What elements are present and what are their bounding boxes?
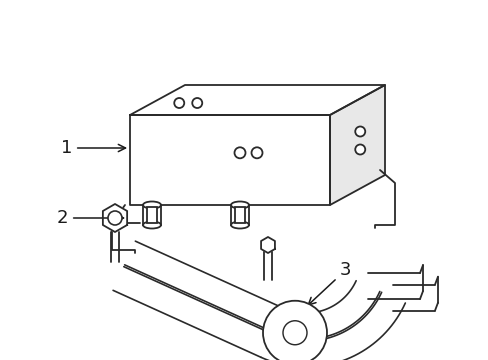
- Polygon shape: [130, 115, 329, 205]
- Circle shape: [283, 321, 306, 345]
- Bar: [142, 205, 161, 225]
- Circle shape: [192, 98, 202, 108]
- Circle shape: [234, 147, 245, 158]
- Text: 3: 3: [307, 261, 351, 305]
- Polygon shape: [102, 204, 127, 232]
- Text: 2: 2: [57, 209, 123, 227]
- Circle shape: [251, 147, 262, 158]
- Circle shape: [108, 211, 122, 225]
- Polygon shape: [329, 85, 384, 205]
- Ellipse shape: [230, 221, 248, 229]
- Bar: [147, 207, 157, 223]
- Bar: [230, 205, 248, 225]
- Circle shape: [263, 301, 326, 360]
- Polygon shape: [261, 237, 274, 253]
- Circle shape: [174, 98, 184, 108]
- Polygon shape: [130, 85, 384, 115]
- Circle shape: [354, 144, 365, 154]
- Ellipse shape: [142, 202, 161, 208]
- Circle shape: [354, 126, 365, 136]
- Text: 1: 1: [61, 139, 125, 157]
- Ellipse shape: [230, 202, 248, 208]
- Ellipse shape: [142, 221, 161, 229]
- Bar: [235, 207, 244, 223]
